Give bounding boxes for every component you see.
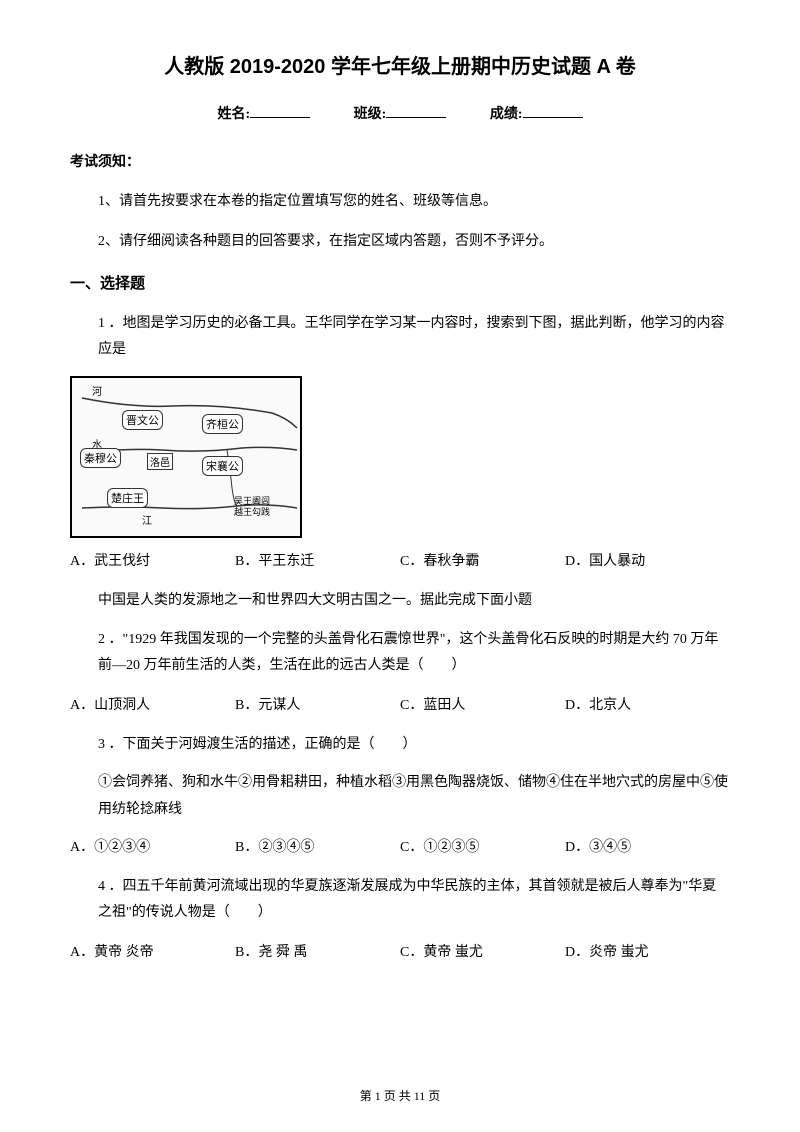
score-blank [523, 117, 583, 118]
map-label-jinwen: 晋文公 [122, 410, 163, 430]
q4-option-a: A．黄帝 炎帝 [70, 941, 235, 961]
name-label: 姓名: [217, 107, 250, 122]
notice-title: 考试须知： [70, 151, 730, 171]
q1-option-d: D．国人暴动 [565, 550, 730, 570]
q2-option-c: C．蓝田人 [400, 694, 565, 714]
question-2-text: 2 ．"1929 年我国发现的一个完整的头盖骨化石震惊世界"，这个头盖骨化石反映… [98, 627, 730, 680]
q1-option-c: C．春秋争霸 [400, 550, 565, 570]
map-label-qinmu: 秦穆公 [80, 448, 121, 468]
question-1-text: 1 ．地图是学习历史的必备工具。王华同学在学习某一内容时，搜索到下图，据此判断，… [98, 311, 730, 364]
question-1-map: 河 水 江 晋文公 齐桓公 秦穆公 洛邑 宋襄公 楚庄王 吴王阖闾 越王勾践 [70, 376, 302, 538]
map-river-he: 河 [92, 383, 102, 398]
q2-option-b: B．元谋人 [235, 694, 400, 714]
map-label-qihuan: 齐桓公 [202, 414, 243, 434]
q3-option-b: B．②③④⑤ [235, 836, 400, 856]
question-3-sub: ①会饲养猪、狗和水牛②用骨耜耕田，种植水稻③用黑色陶器烧饭、储物④住在半地穴式的… [98, 770, 730, 823]
intro-text: 中国是人类的发源地之一和世界四大文明古国之一。据此完成下面小题 [98, 588, 730, 615]
notice-item-2: 2、请仔细阅读各种题目的回答要求，在指定区域内答题，否则不予评分。 [98, 231, 730, 253]
q2-option-d: D．北京人 [565, 694, 730, 714]
question-4-options: A．黄帝 炎帝 B．尧 舜 禹 C．黄帝 蚩尤 D．炎帝 蚩尤 [70, 941, 730, 961]
q4-option-d: D．炎帝 蚩尤 [565, 941, 730, 961]
class-blank [386, 117, 446, 118]
map-label-wuwang: 吴王阖闾 越王勾践 [234, 496, 270, 518]
name-blank [250, 117, 310, 118]
map-label-songxiang: 宋襄公 [202, 456, 243, 476]
question-1-options: A．武王伐纣 B．平王东迁 C．春秋争霸 D．国人暴动 [70, 550, 730, 570]
q1-option-b: B．平王东迁 [235, 550, 400, 570]
map-label-luoyi: 洛邑 [147, 453, 173, 470]
notice-item-1: 1、请首先按要求在本卷的指定位置填写您的姓名、班级等信息。 [98, 191, 730, 213]
student-info-line: 姓名: 班级: 成绩: [70, 103, 730, 123]
exam-title: 人教版 2019-2020 学年七年级上册期中历史试题 A 卷 [70, 50, 730, 79]
q3-option-d: D．③④⑤ [565, 836, 730, 856]
map-label-chuzhuang: 楚庄王 [107, 488, 148, 508]
q4-option-c: C．黄帝 蚩尤 [400, 941, 565, 961]
q4-option-b: B．尧 舜 禹 [235, 941, 400, 961]
question-3-text: 3 ．下面关于河姆渡生活的描述，正确的是（ ） [98, 732, 730, 759]
q2-option-a: A．山顶洞人 [70, 694, 235, 714]
q1-option-a: A．武王伐纣 [70, 550, 235, 570]
question-2-options: A．山顶洞人 B．元谋人 C．蓝田人 D．北京人 [70, 694, 730, 714]
q3-option-a: A．①②③④ [70, 836, 235, 856]
q3-option-c: C．①②③⑤ [400, 836, 565, 856]
class-label: 班级: [354, 107, 387, 122]
score-label: 成绩: [490, 107, 523, 122]
map-river-jiang: 江 [142, 512, 152, 527]
page-footer: 第 1 页 共 11 页 [0, 1087, 800, 1104]
question-3-options: A．①②③④ B．②③④⑤ C．①②③⑤ D．③④⑤ [70, 836, 730, 856]
section-1-title: 一、选择题 [70, 272, 730, 293]
question-4-text: 4 ．四五千年前黄河流域出现的华夏族逐渐发展成为中华民族的主体，其首领就是被后人… [98, 874, 730, 927]
